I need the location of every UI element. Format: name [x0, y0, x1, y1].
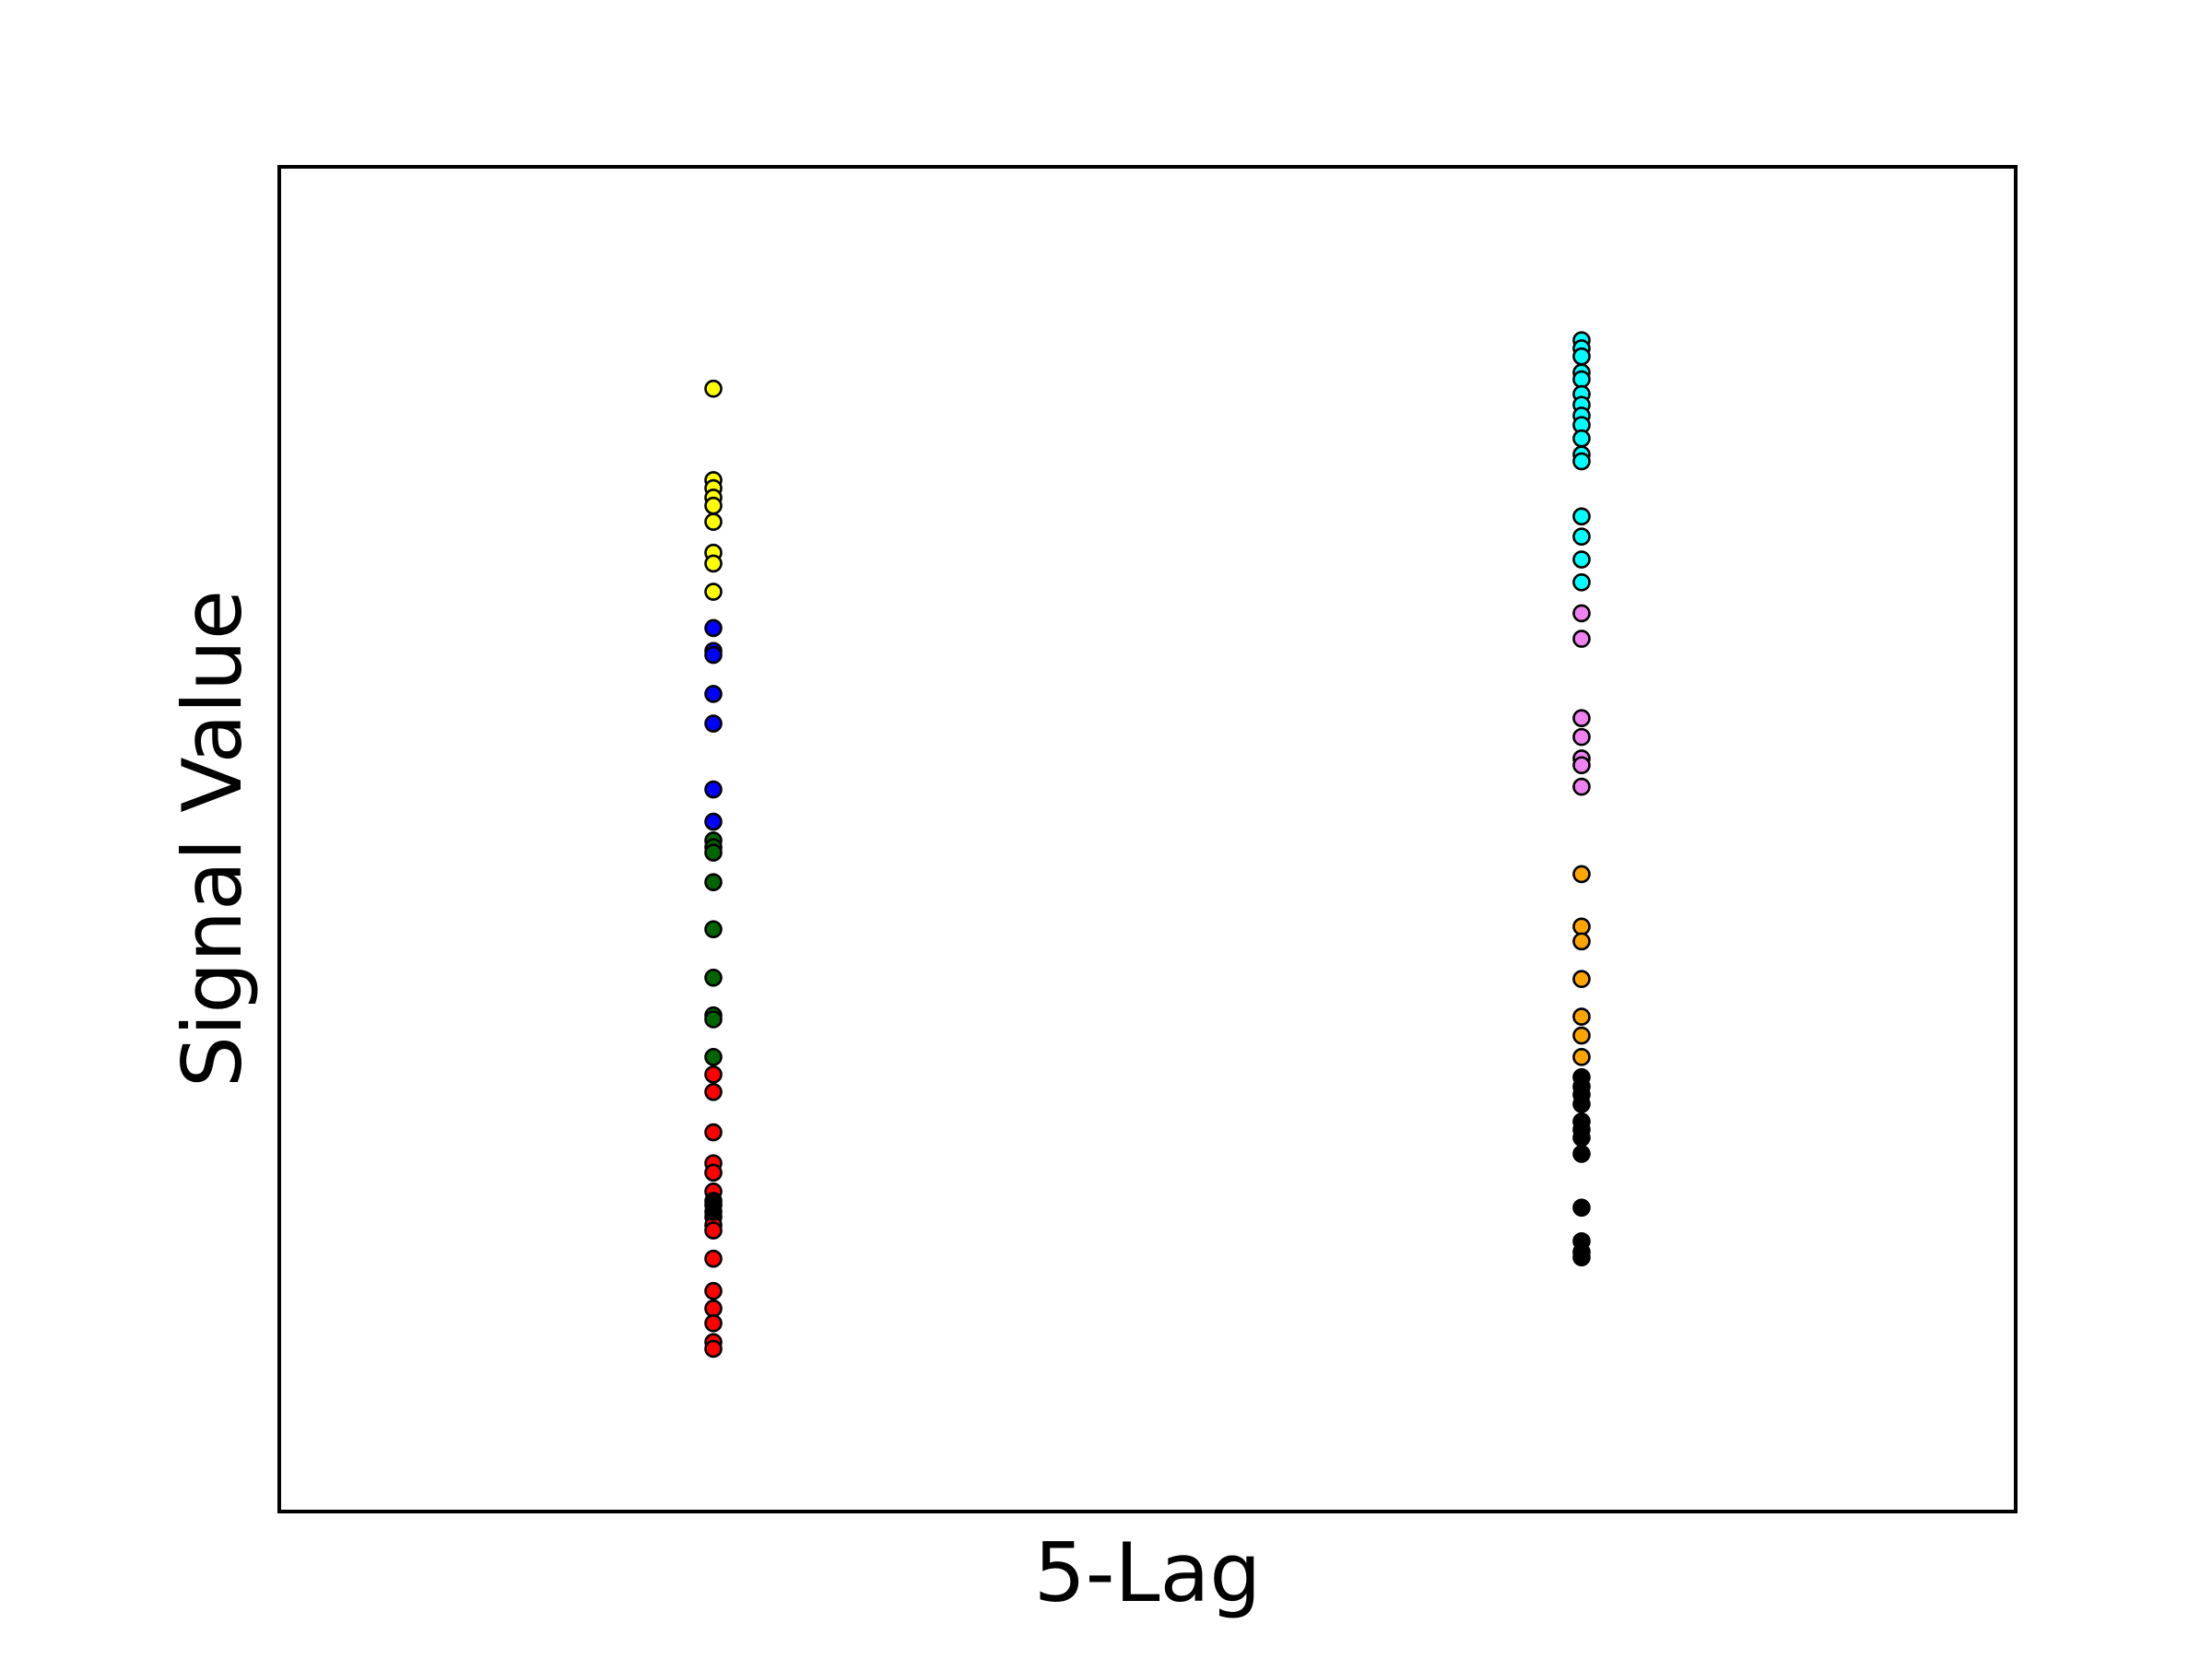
data-point [1572, 1145, 1591, 1163]
data-point [1572, 604, 1591, 623]
data-point [704, 1202, 723, 1221]
data-point [1572, 1198, 1591, 1218]
plot-area-frame [277, 165, 2018, 1513]
data-point [704, 496, 723, 515]
data-point [704, 1163, 723, 1182]
data-point [1572, 1007, 1591, 1026]
data-point [704, 843, 723, 862]
data-point [1572, 1026, 1591, 1045]
y-axis-label: Signal Value [165, 590, 260, 1088]
data-point [704, 1281, 723, 1300]
data-point [1572, 1128, 1591, 1147]
data-point [704, 1313, 723, 1333]
data-point [1572, 865, 1591, 884]
data-point [1572, 1095, 1591, 1113]
data-point [1572, 507, 1591, 526]
data-point [704, 1065, 723, 1084]
data-point [1572, 970, 1591, 989]
data-point [704, 379, 723, 398]
data-point [704, 1048, 723, 1066]
data-point [704, 618, 723, 638]
data-point [704, 780, 723, 799]
data-point [1572, 629, 1591, 648]
data-point [704, 1082, 723, 1101]
data-point [1572, 573, 1591, 592]
data-point [1572, 756, 1591, 775]
data-point [1572, 777, 1591, 796]
data-point [1572, 917, 1591, 936]
data-point [704, 968, 723, 987]
data-point [1572, 347, 1591, 366]
data-point [1572, 1048, 1591, 1066]
points-layer [704, 331, 1591, 1359]
data-point [704, 582, 723, 601]
data-point [704, 512, 723, 531]
data-point [704, 873, 723, 891]
data-point [704, 812, 723, 831]
data-point [704, 1299, 723, 1318]
data-point [1572, 429, 1591, 448]
data-point [704, 685, 723, 703]
data-point [704, 1249, 723, 1268]
data-point [1572, 370, 1591, 389]
data-point [704, 554, 723, 573]
data-point [1572, 727, 1591, 747]
data-point [1572, 452, 1591, 471]
data-point [1572, 1248, 1591, 1267]
data-point [704, 1010, 723, 1029]
x-axis-label: 5-Lag [1034, 1525, 1262, 1620]
data-point [1572, 932, 1591, 951]
data-point [704, 714, 723, 733]
data-point [704, 920, 723, 939]
data-point [704, 1123, 723, 1142]
data-point [1572, 527, 1591, 547]
data-point [1572, 550, 1591, 569]
data-point [704, 1339, 723, 1359]
data-point [1572, 709, 1591, 727]
data-point [704, 1221, 723, 1240]
data-point [704, 645, 723, 665]
